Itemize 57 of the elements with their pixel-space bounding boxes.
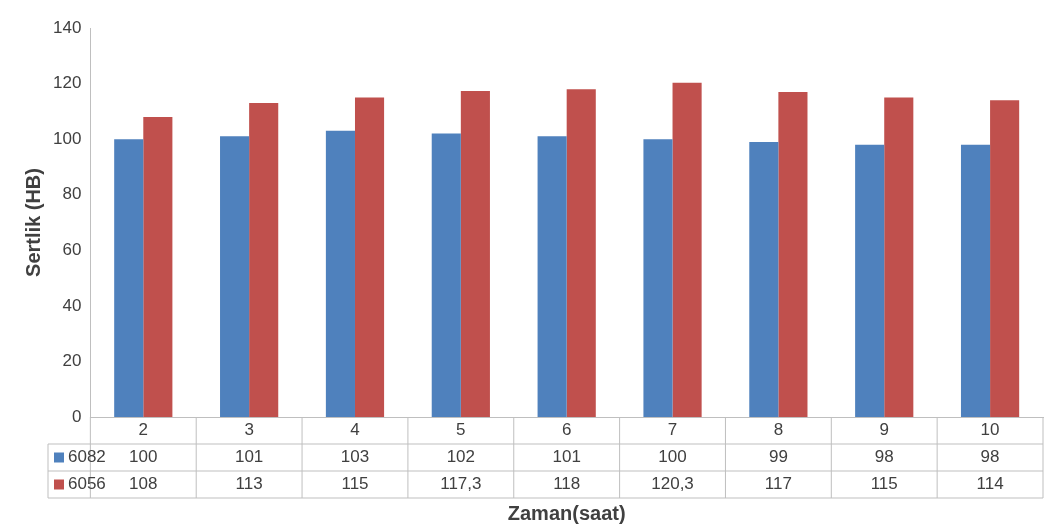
data-label: 98: [874, 447, 894, 467]
bar: [778, 91, 808, 417]
data-label: 114: [976, 474, 1004, 494]
bar: [537, 136, 567, 417]
bar: [884, 97, 914, 417]
bar: [855, 144, 885, 417]
data-label: 100: [658, 447, 687, 467]
y-tick-label: 80: [62, 184, 82, 204]
y-tick-label: 40: [62, 295, 82, 315]
x-tick-label: 4: [350, 420, 360, 440]
data-label: 118: [553, 474, 581, 494]
y-axis-title: Sertlik (HB): [21, 168, 44, 277]
bar: [960, 144, 991, 417]
bar: [431, 133, 461, 417]
y-tick-label: 100: [52, 128, 82, 148]
bar: [643, 139, 673, 417]
data-label: 108: [129, 474, 158, 494]
data-label: 113: [235, 474, 263, 494]
bar: [114, 139, 144, 417]
bar: [220, 136, 250, 417]
bar: [143, 116, 173, 417]
x-tick-label: 2: [138, 420, 149, 440]
data-label: 103: [340, 447, 370, 467]
bar: [566, 89, 596, 417]
x-tick-label: 9: [879, 420, 889, 440]
y-tick-label: 0: [71, 406, 82, 426]
x-tick-label: 3: [244, 420, 254, 440]
legend-label: 6082: [68, 447, 106, 467]
x-tick-label: 8: [773, 420, 784, 440]
bar: [325, 130, 355, 417]
bar: [990, 100, 1020, 417]
y-tick-label: 60: [62, 239, 82, 259]
data-label: 117: [764, 474, 792, 494]
y-tick-label: 120: [52, 73, 82, 93]
x-tick-label: 10: [980, 420, 1000, 440]
x-tick-label: 6: [561, 420, 572, 440]
data-label: 120,3: [651, 474, 694, 494]
y-tick-label: 20: [62, 351, 82, 371]
data-label: 117,3: [440, 474, 482, 494]
data-label: 99: [768, 447, 788, 467]
bar: [672, 82, 702, 417]
data-label: 115: [870, 474, 898, 494]
bar: [249, 103, 279, 417]
x-axis-title: Zaman(saat): [507, 501, 626, 524]
data-label: 115: [341, 474, 369, 494]
data-label: 100: [129, 447, 158, 467]
data-label: 98: [980, 447, 1000, 467]
data-label: 101: [552, 447, 581, 467]
data-label: 102: [446, 447, 476, 467]
x-tick-label: 5: [456, 420, 466, 440]
data-label: 101: [234, 447, 264, 467]
bar: [749, 141, 779, 417]
bar: [354, 97, 385, 417]
bar: [460, 91, 490, 417]
x-tick-label: 7: [667, 420, 678, 440]
y-tick-label: 140: [52, 17, 82, 37]
legend-label: 6056: [68, 474, 106, 494]
